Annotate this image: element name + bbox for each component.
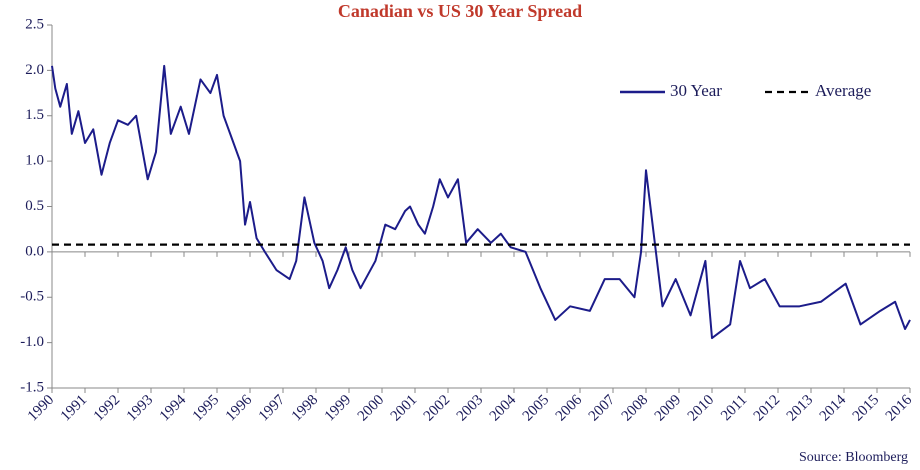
x-tick-label: 1997 <box>256 392 289 425</box>
y-tick-label: 0.0 <box>25 243 44 259</box>
y-tick-label: 1.0 <box>25 153 44 169</box>
x-tick-label: 1995 <box>190 392 223 425</box>
x-tick-label: 2004 <box>487 392 520 425</box>
y-tick-label: 2.0 <box>25 62 44 78</box>
x-tick-label: 2009 <box>652 392 685 425</box>
x-tick-label: 2002 <box>421 392 454 425</box>
x-tick-label: 2006 <box>553 392 586 425</box>
x-tick-label: 2010 <box>685 392 718 425</box>
source: Source: Bloomberg <box>799 450 908 465</box>
x-tick-label: 1990 <box>25 392 58 425</box>
legend-label: 30 Year <box>670 81 722 100</box>
x-tick-label: 1998 <box>289 392 322 425</box>
x-tick-label: 2012 <box>751 392 784 425</box>
x-tick-label: 2005 <box>520 392 553 425</box>
y-tick-label: 1.5 <box>25 107 44 123</box>
x-tick-label: 2014 <box>817 392 850 425</box>
chart-title: Canadian vs US 30 Year Spread <box>338 1 582 21</box>
x-tick-label: 1999 <box>322 392 355 425</box>
y-tick-label: 2.5 <box>25 16 44 32</box>
x-tick-label: 2011 <box>718 392 750 424</box>
legend-label: Average <box>815 81 871 100</box>
series-line <box>51 64 911 340</box>
x-tick-label: 2015 <box>850 392 883 425</box>
x-tick-label: 2016 <box>883 392 916 425</box>
x-tick-label: 2013 <box>784 392 817 425</box>
x-tick-label: 2008 <box>619 392 652 425</box>
y-tick-label: -0.5 <box>20 289 44 305</box>
x-tick-label: 1993 <box>124 392 157 425</box>
y-tick-label: 0.5 <box>25 198 44 214</box>
x-tick-label: 1992 <box>91 392 124 425</box>
x-tick-label: 2007 <box>586 392 619 425</box>
x-tick-label: 2001 <box>388 392 421 425</box>
y-tick-label: -1.5 <box>20 379 44 395</box>
x-tick-label: 1994 <box>157 392 190 425</box>
x-tick-label: 2003 <box>454 392 487 425</box>
x-tick-label: 2000 <box>355 392 388 425</box>
x-tick-label: 1996 <box>223 392 256 425</box>
y-tick-label: -1.0 <box>20 334 44 350</box>
x-tick-label: 1991 <box>58 392 91 425</box>
